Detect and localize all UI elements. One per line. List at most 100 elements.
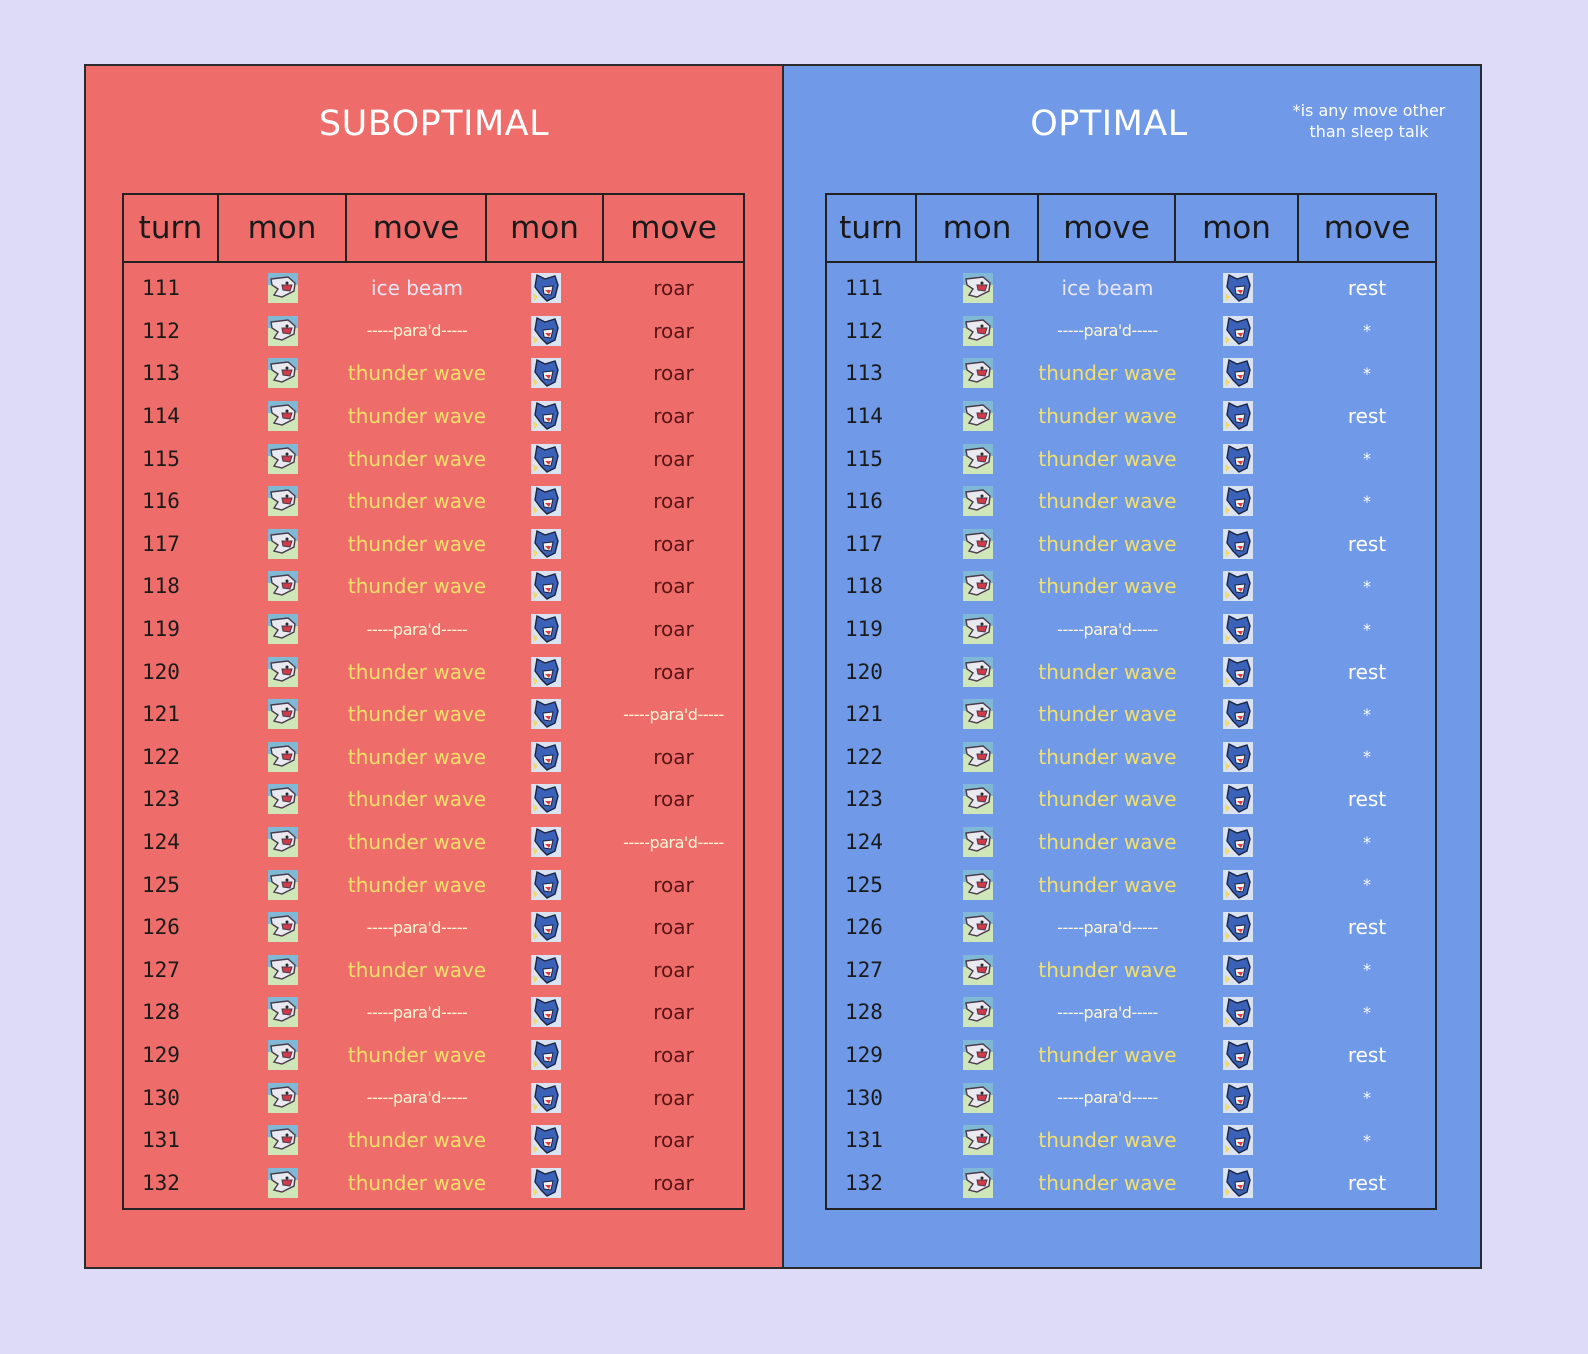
mon-cell bbox=[917, 742, 1039, 772]
turn-cell: 122 bbox=[845, 744, 883, 769]
turn-cell: 129 bbox=[845, 1042, 883, 1067]
move-label: rest bbox=[1347, 404, 1387, 429]
lapras-sprite-icon bbox=[963, 529, 993, 559]
move-label: -----para'd----- bbox=[366, 917, 468, 937]
move-label: -----para'd----- bbox=[623, 832, 724, 852]
turn-cell: 128 bbox=[142, 1000, 180, 1025]
gyarados-sprite-icon bbox=[1223, 912, 1253, 942]
mon-cell bbox=[487, 784, 604, 814]
mon-cell bbox=[917, 486, 1039, 516]
mon-cell bbox=[219, 401, 347, 431]
move-label: -----para'd----- bbox=[1057, 619, 1158, 639]
lapras-sprite-icon bbox=[963, 1125, 993, 1155]
turn-cell: 111 bbox=[142, 276, 180, 301]
move-label: rest bbox=[1347, 1170, 1387, 1195]
move-cell: roar bbox=[604, 1086, 743, 1110]
table-row: 120 thunder wave roar bbox=[124, 650, 743, 693]
mon-cell bbox=[219, 699, 347, 729]
move-label: thunder wave bbox=[1038, 1128, 1177, 1153]
move-label: roar bbox=[653, 1170, 694, 1195]
turn-cell: 121 bbox=[142, 702, 180, 727]
lapras-sprite-icon bbox=[963, 316, 993, 346]
move-label: -----para'd----- bbox=[623, 704, 724, 724]
move-cell: thunder wave bbox=[347, 532, 487, 556]
mon-cell bbox=[487, 827, 604, 857]
gyarados-sprite-icon bbox=[531, 955, 561, 985]
table-row: 122 thunder wave * bbox=[827, 736, 1435, 779]
mon-cell bbox=[1176, 912, 1299, 942]
move-label: thunder wave bbox=[347, 872, 487, 897]
gyarados-sprite-icon bbox=[1223, 742, 1253, 772]
move-label: roar bbox=[653, 404, 694, 429]
move-label: thunder wave bbox=[347, 446, 487, 471]
table-row: 126 -----para'd----- rest bbox=[827, 906, 1435, 949]
mon-cell bbox=[487, 1125, 604, 1155]
move-cell: roar bbox=[604, 532, 743, 556]
lapras-sprite-icon bbox=[268, 316, 298, 346]
lapras-sprite-icon bbox=[268, 1168, 298, 1198]
table-row: 124 thunder wave -----para'd----- bbox=[124, 821, 743, 864]
table-row: 111 ice beam roar bbox=[124, 267, 743, 310]
move-label: thunder wave bbox=[1038, 1042, 1177, 1067]
lapras-sprite-icon bbox=[268, 1083, 298, 1113]
turn-cell: 124 bbox=[845, 830, 883, 855]
mon-cell bbox=[917, 273, 1039, 303]
move-label: thunder wave bbox=[347, 659, 487, 684]
move-label: * bbox=[1363, 321, 1371, 341]
mon-cell bbox=[917, 1168, 1039, 1198]
turn-cell: 123 bbox=[142, 787, 180, 812]
move-cell: -----para'd----- bbox=[347, 1003, 487, 1022]
move-label: * bbox=[1363, 619, 1371, 639]
move-label: thunder wave bbox=[1038, 702, 1177, 727]
turn-cell: 127 bbox=[845, 957, 883, 982]
move-cell: thunder wave bbox=[347, 787, 487, 811]
mon-cell bbox=[917, 358, 1039, 388]
table-row: 124 thunder wave * bbox=[827, 821, 1435, 864]
move-cell: roar bbox=[604, 617, 743, 641]
lapras-sprite-icon bbox=[268, 1040, 298, 1070]
gyarados-sprite-icon bbox=[531, 699, 561, 729]
move-label: thunder wave bbox=[347, 404, 487, 429]
move-label: thunder wave bbox=[1038, 446, 1177, 471]
move-cell: roar bbox=[604, 1171, 743, 1195]
turn-cell: 112 bbox=[845, 318, 883, 343]
move-label: thunder wave bbox=[347, 1128, 487, 1153]
turn-cell: 120 bbox=[142, 659, 180, 684]
mon-cell bbox=[487, 1168, 604, 1198]
move-cell: thunder wave bbox=[347, 447, 487, 471]
gyarados-sprite-icon bbox=[531, 444, 561, 474]
mon-cell bbox=[219, 955, 347, 985]
table-row: 132 thunder wave rest bbox=[827, 1161, 1435, 1204]
suboptimal-table: turn mon move mon move 111 ice beam roar 11… bbox=[122, 193, 745, 1210]
turn-cell: 122 bbox=[142, 744, 180, 769]
move-cell: thunder wave bbox=[1038, 873, 1176, 897]
move-cell: ice beam bbox=[347, 276, 487, 300]
turn-cell: 118 bbox=[142, 574, 180, 599]
move-cell: rest bbox=[1299, 276, 1435, 300]
turn-cell: 130 bbox=[142, 1085, 180, 1110]
mon-cell bbox=[219, 742, 347, 772]
header-turn: turn bbox=[827, 195, 917, 261]
mon-cell bbox=[487, 699, 604, 729]
move-label: ice beam bbox=[1061, 276, 1154, 301]
turn-cell: 118 bbox=[845, 574, 883, 599]
mon-cell bbox=[917, 529, 1039, 559]
mon-cell bbox=[917, 827, 1039, 857]
move-label: rest bbox=[1347, 787, 1387, 812]
lapras-sprite-icon bbox=[268, 444, 298, 474]
header-turn: turn bbox=[124, 195, 219, 261]
move-cell: * bbox=[1299, 364, 1435, 383]
mon-cell bbox=[487, 358, 604, 388]
header-move: move bbox=[1039, 195, 1176, 261]
lapras-sprite-icon bbox=[268, 699, 298, 729]
gyarados-sprite-icon bbox=[1223, 1040, 1253, 1070]
move-cell: * bbox=[1299, 577, 1435, 596]
mon-cell bbox=[487, 870, 604, 900]
lapras-sprite-icon bbox=[963, 1040, 993, 1070]
move-label: ice beam bbox=[371, 276, 463, 301]
gyarados-sprite-icon bbox=[531, 401, 561, 431]
gyarados-sprite-icon bbox=[1223, 401, 1253, 431]
move-label: roar bbox=[653, 531, 694, 556]
turn-cell: 116 bbox=[142, 489, 180, 514]
move-label: rest bbox=[1347, 276, 1387, 301]
